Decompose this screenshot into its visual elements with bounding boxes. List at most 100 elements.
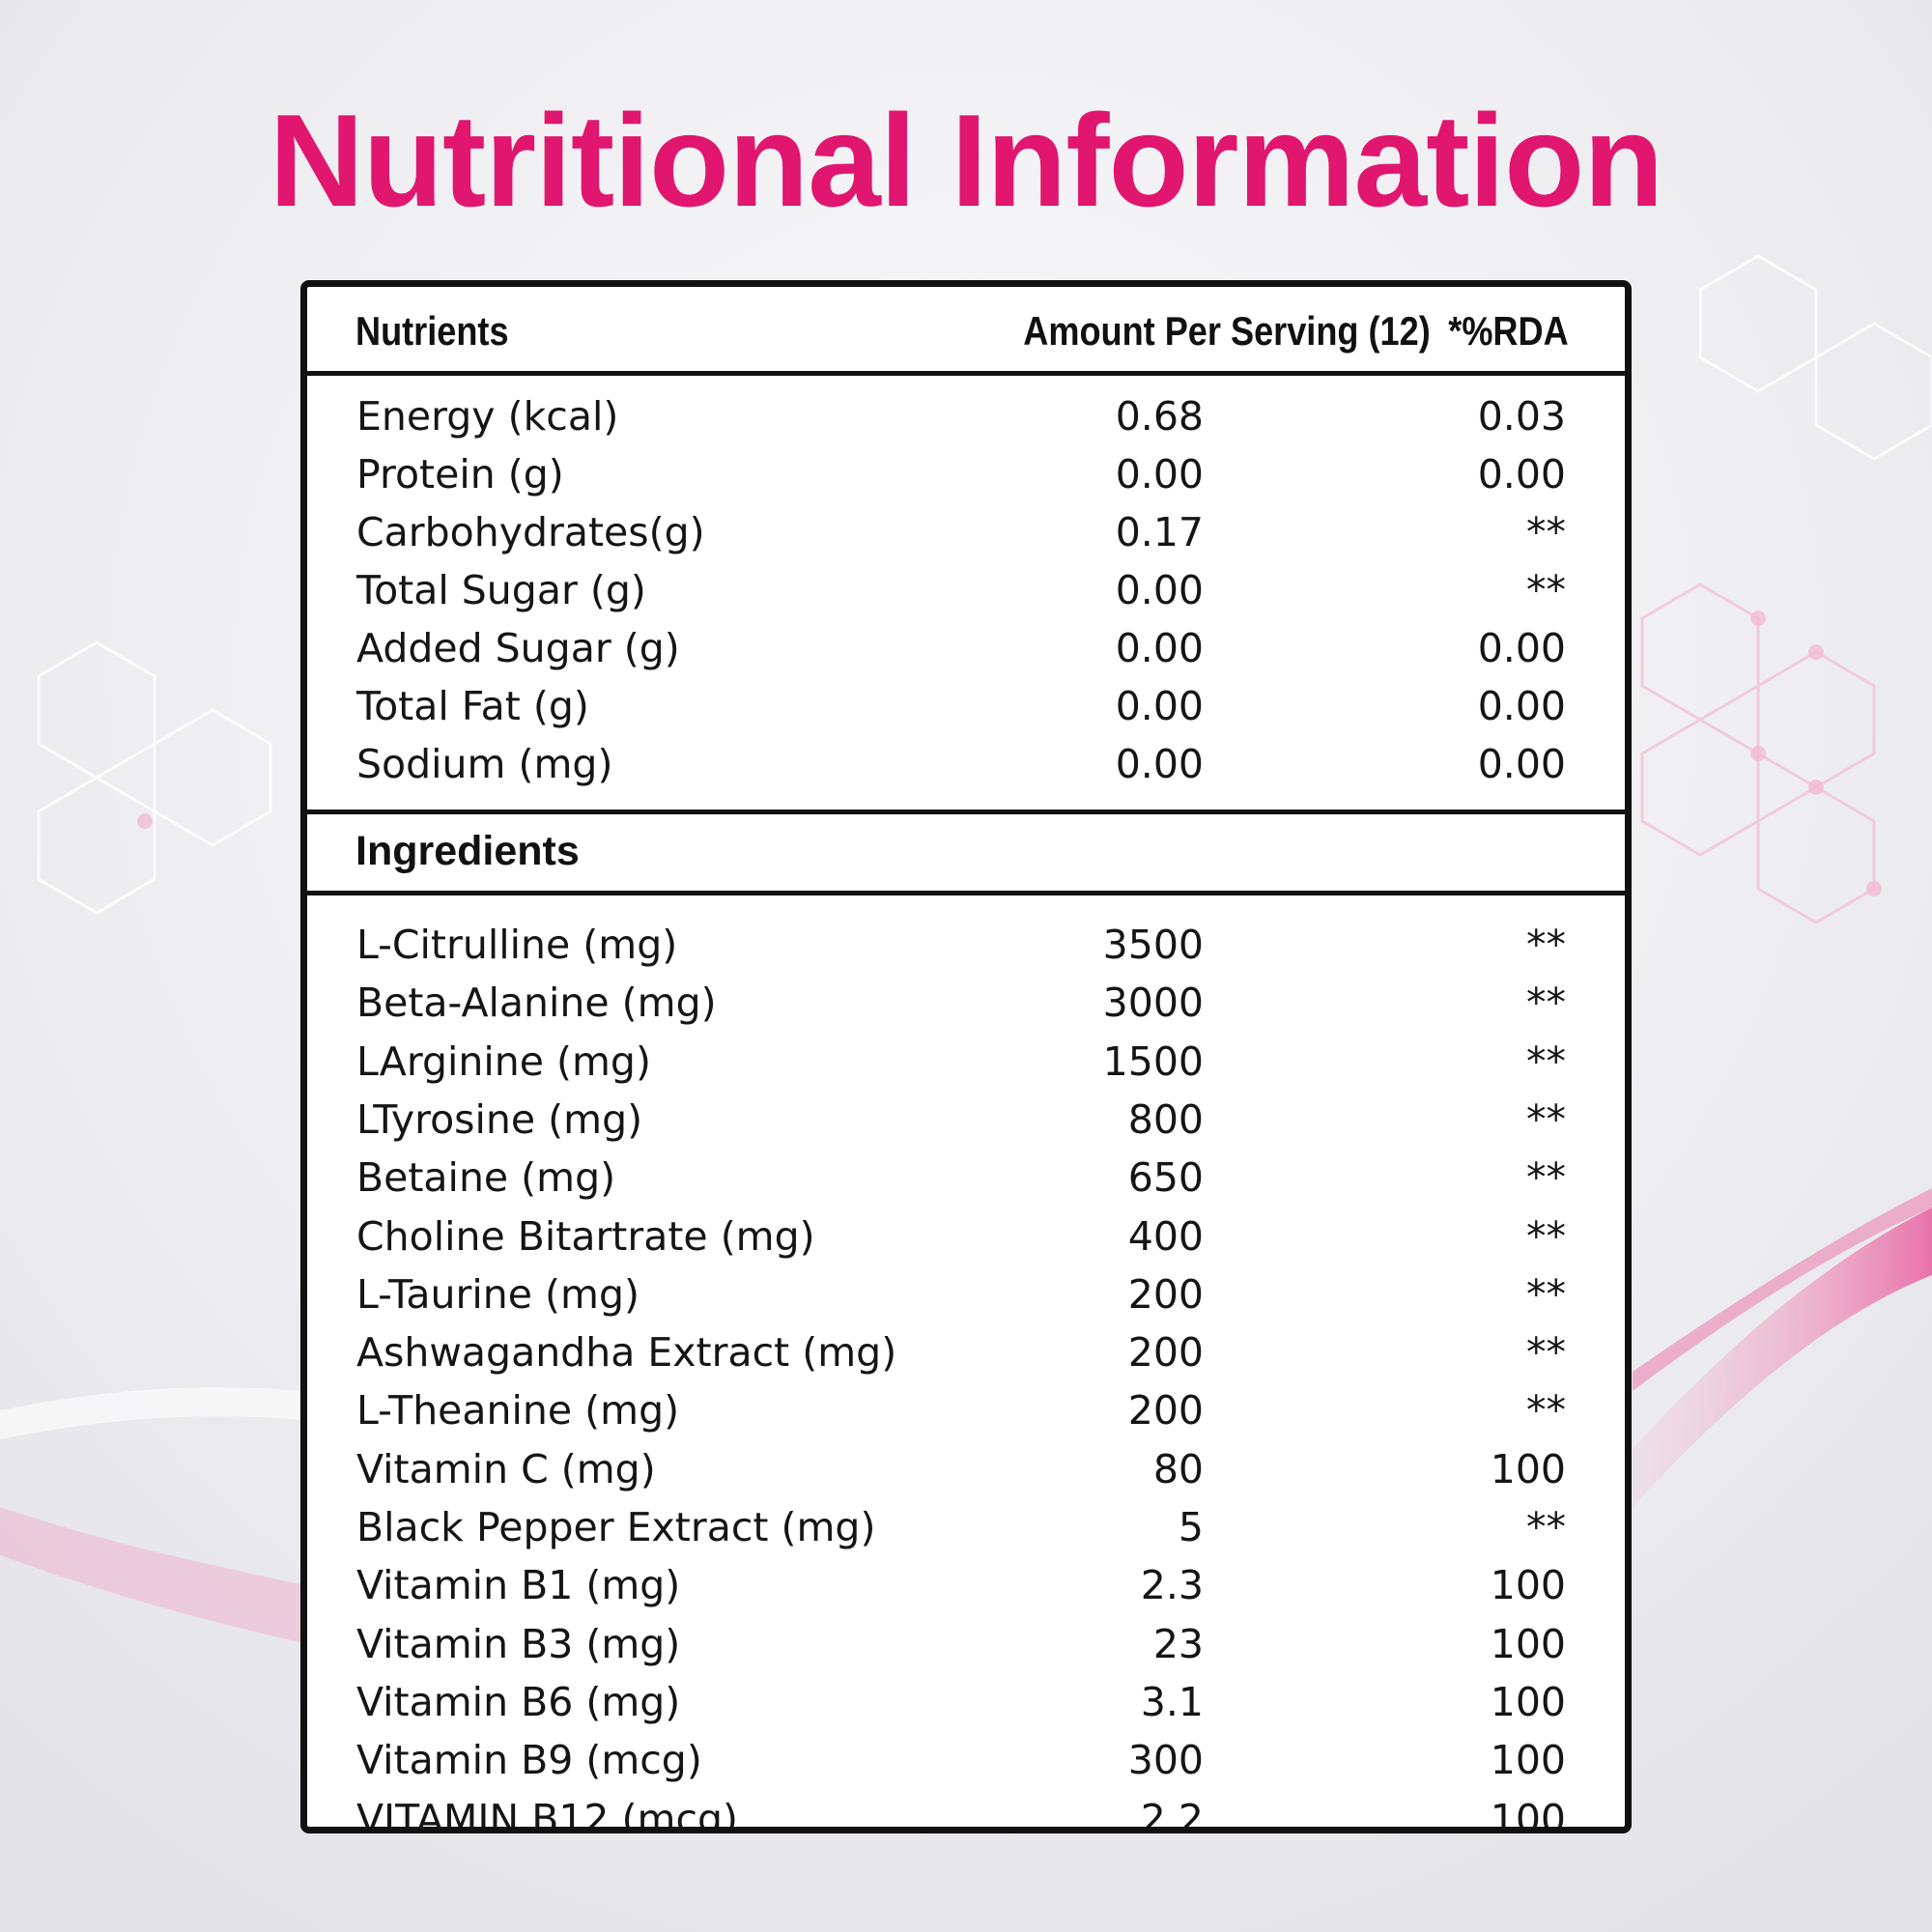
ingredient-amount: 650 bbox=[1127, 1154, 1204, 1202]
nutrient-rda: 0.00 bbox=[1477, 741, 1566, 787]
ingredient-rda: ** bbox=[1526, 1212, 1566, 1260]
ingredient-name: Vitamin B9 (mcg) bbox=[356, 1737, 702, 1784]
table-row: Vitamin B1 (mg) 2.3 100 bbox=[307, 1556, 1625, 1614]
table-row: Vitamin B6 (mg) 3.1 100 bbox=[307, 1673, 1625, 1731]
ingredient-rda: ** bbox=[1526, 1387, 1566, 1435]
table-header: Nutrients Amount Per Serving (12) *%RDA bbox=[307, 287, 1625, 376]
ingredient-rda: 100 bbox=[1490, 1795, 1566, 1833]
ingredient-rda: ** bbox=[1526, 1095, 1566, 1143]
ingredient-name: L-Taurine (mg) bbox=[356, 1270, 639, 1318]
table-row: L-Taurine (mg) 200 ** bbox=[307, 1265, 1625, 1323]
ingredient-amount: 23 bbox=[1152, 1620, 1204, 1667]
ingredient-amount: 200 bbox=[1127, 1329, 1204, 1377]
table-row: Total Sugar (g) 0.00 ** bbox=[307, 561, 1625, 619]
ingredient-rda: ** bbox=[1526, 1270, 1566, 1318]
nutrient-rda: 0.00 bbox=[1477, 625, 1566, 671]
ingredient-name: Ashwagandha Extract (mg) bbox=[356, 1329, 897, 1377]
table-row: Total Fat (g) 0.00 0.00 bbox=[307, 677, 1625, 735]
nutrient-name: Carbohydrates(g) bbox=[356, 509, 705, 555]
header-amount: Amount Per Serving (12) bbox=[1023, 308, 1431, 354]
ingredients-heading: Ingredients bbox=[355, 828, 580, 874]
ingredient-rda: 100 bbox=[1490, 1737, 1566, 1784]
table-row: VITAMIN B12 (mcg) 2.2 100 bbox=[307, 1790, 1625, 1833]
section-divider bbox=[307, 810, 1625, 814]
ingredient-name: Black Pepper Extract (mg) bbox=[356, 1504, 876, 1550]
nutrient-name: Added Sugar (g) bbox=[356, 625, 680, 671]
table-row: Beta-Alanine (mg) 3000 ** bbox=[307, 974, 1625, 1032]
nutrient-amount: 0.00 bbox=[1115, 683, 1204, 729]
nutrient-rda: 0.00 bbox=[1477, 683, 1566, 729]
ingredient-rda: ** bbox=[1526, 980, 1566, 1027]
ingredient-name: Vitamin B3 (mg) bbox=[356, 1620, 681, 1667]
table-row: Energy (kcal) 0.68 0.03 bbox=[307, 387, 1625, 445]
nutrient-name: Total Fat (g) bbox=[356, 683, 589, 729]
ingredient-rda: ** bbox=[1526, 1329, 1566, 1377]
ingredient-name: LArginine (mg) bbox=[356, 1037, 651, 1085]
ingredient-rda: 100 bbox=[1490, 1445, 1566, 1492]
ingredient-amount: 800 bbox=[1127, 1095, 1204, 1143]
nutrient-rda: 0.03 bbox=[1477, 393, 1566, 440]
ingredient-name: Beta-Alanine (mg) bbox=[356, 980, 717, 1027]
ingredient-amount: 3500 bbox=[1102, 922, 1204, 968]
nutrient-name: Energy (kcal) bbox=[356, 393, 619, 440]
header-nutrients: Nutrients bbox=[355, 308, 509, 354]
ingredient-amount: 80 bbox=[1152, 1445, 1204, 1492]
ingredient-rda: ** bbox=[1526, 922, 1566, 968]
nutrient-name: Total Sugar (g) bbox=[356, 567, 646, 613]
nutrient-name: Sodium (mg) bbox=[356, 741, 613, 787]
ingredient-name: Betaine (mg) bbox=[356, 1154, 616, 1202]
ingredient-amount: 2.2 bbox=[1140, 1795, 1204, 1833]
ingredient-name: VITAMIN B12 (mcg) bbox=[356, 1795, 739, 1833]
ingredient-name: L-Citrulline (mg) bbox=[356, 922, 678, 968]
nutrient-rda: 0.00 bbox=[1477, 451, 1566, 497]
table-row: Sodium (mg) 0.00 0.00 bbox=[307, 735, 1625, 793]
table-row: L-Theanine (mg) 200 ** bbox=[307, 1381, 1625, 1439]
table-row: Black Pepper Extract (mg) 5 ** bbox=[307, 1498, 1625, 1556]
ingredient-rda: 100 bbox=[1490, 1678, 1566, 1725]
ingredient-rda: 100 bbox=[1490, 1620, 1566, 1667]
table-row: Choline Bitartrate (mg) 400 ** bbox=[307, 1208, 1625, 1265]
page-title: Nutritional Information bbox=[269, 87, 1664, 234]
ingredient-name: Vitamin B1 (mg) bbox=[356, 1562, 681, 1609]
ingredient-name: Vitamin C (mg) bbox=[356, 1445, 656, 1492]
ingredient-rda: ** bbox=[1526, 1154, 1566, 1202]
ingredient-rda: ** bbox=[1526, 1037, 1566, 1085]
nutrient-rda: ** bbox=[1526, 567, 1566, 613]
table-row: Vitamin B3 (mg) 23 100 bbox=[307, 1615, 1625, 1673]
table-row: Carbohydrates(g) 0.17 ** bbox=[307, 503, 1625, 561]
ingredient-rda: ** bbox=[1526, 1504, 1566, 1550]
ingredient-name: Choline Bitartrate (mg) bbox=[356, 1212, 815, 1260]
table-row: LArginine (mg) 1500 ** bbox=[307, 1033, 1625, 1091]
ingredient-amount: 3000 bbox=[1102, 980, 1204, 1027]
ingredient-amount: 300 bbox=[1127, 1737, 1204, 1784]
nutrient-rda: ** bbox=[1526, 509, 1566, 555]
table-row: LTyrosine (mg) 800 ** bbox=[307, 1091, 1625, 1149]
ingredient-amount: 2.3 bbox=[1140, 1562, 1204, 1609]
ingredient-name: L-Theanine (mg) bbox=[356, 1387, 680, 1435]
table-row: Betaine (mg) 650 ** bbox=[307, 1149, 1625, 1207]
ingredient-name: Vitamin B6 (mg) bbox=[356, 1678, 681, 1725]
ingredient-amount: 5 bbox=[1178, 1504, 1204, 1550]
table-row: Vitamin C (mg) 80 100 bbox=[307, 1440, 1625, 1498]
ingredient-amount: 1500 bbox=[1102, 1037, 1204, 1085]
table-row: Ashwagandha Extract (mg) 200 ** bbox=[307, 1323, 1625, 1381]
nutrient-amount: 0.68 bbox=[1115, 393, 1204, 440]
nutrient-amount: 0.00 bbox=[1115, 567, 1204, 613]
table-row: L-Citrulline (mg) 3500 ** bbox=[307, 916, 1625, 974]
ingredient-name: LTyrosine (mg) bbox=[356, 1095, 643, 1143]
ingredient-amount: 3.1 bbox=[1140, 1678, 1204, 1725]
header-rda: *%RDA bbox=[1448, 308, 1569, 354]
ingredient-rda: 100 bbox=[1490, 1562, 1566, 1609]
nutrient-name: Protein (g) bbox=[356, 451, 564, 497]
ingredient-amount: 200 bbox=[1127, 1270, 1204, 1318]
table-row: Added Sugar (g) 0.00 0.00 bbox=[307, 619, 1625, 677]
nutrient-amount: 0.00 bbox=[1115, 625, 1204, 671]
section-divider bbox=[307, 891, 1625, 895]
ingredient-amount: 400 bbox=[1127, 1212, 1204, 1260]
ingredient-amount: 200 bbox=[1127, 1387, 1204, 1435]
nutrient-amount: 0.00 bbox=[1115, 741, 1204, 787]
nutrition-table: Nutrients Amount Per Serving (12) *%RDA … bbox=[300, 280, 1632, 1833]
nutrient-amount: 0.00 bbox=[1115, 451, 1204, 497]
table-row: Protein (g) 0.00 0.00 bbox=[307, 445, 1625, 503]
nutrient-amount: 0.17 bbox=[1115, 509, 1204, 555]
